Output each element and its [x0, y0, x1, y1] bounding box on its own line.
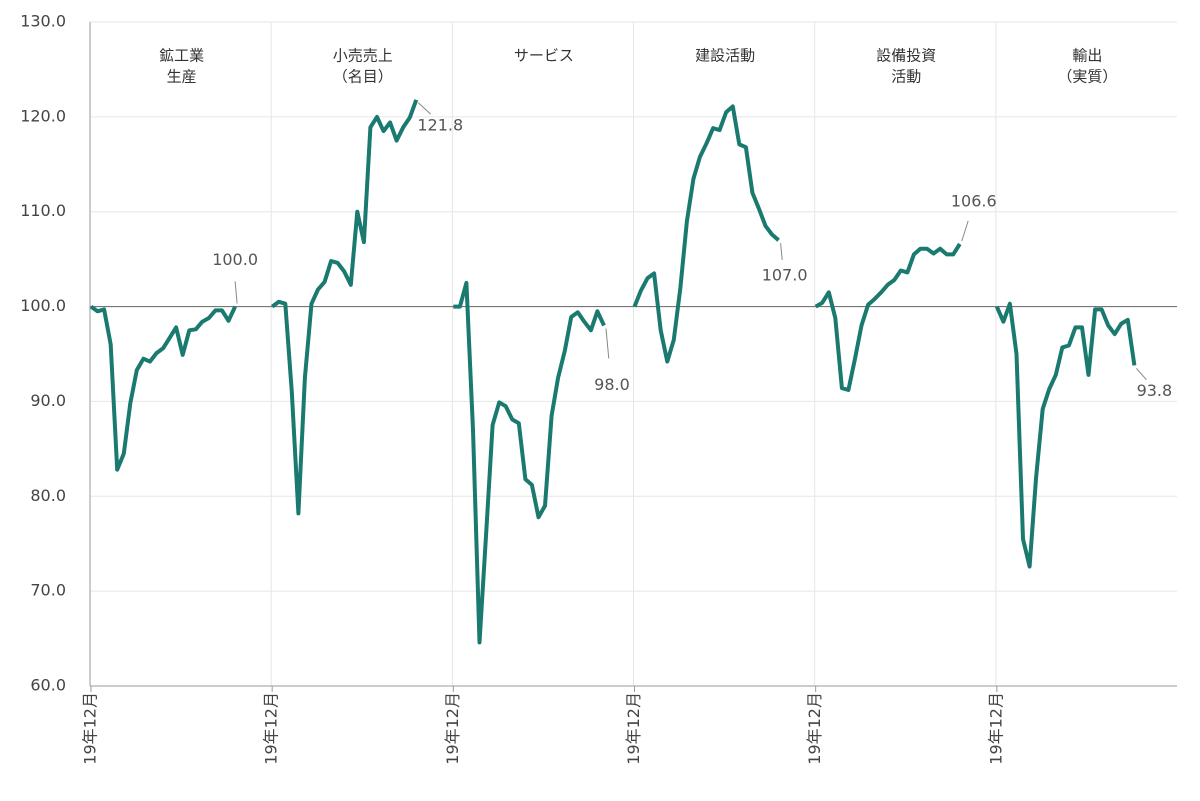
panel-label: （実質）	[1057, 68, 1117, 86]
panel-label: 鉱工業	[159, 47, 204, 65]
series-line	[814, 242, 962, 392]
leader-line	[961, 220, 969, 242]
leader-line	[234, 281, 238, 304]
leader-line	[780, 243, 783, 261]
x-tick-label: 19年12月	[262, 692, 281, 765]
panel-label: （名目）	[333, 68, 393, 86]
y-tick-label: 110.0	[20, 201, 66, 220]
end-value-label: 121.8	[417, 115, 463, 134]
panel-label: 活動	[891, 68, 921, 86]
y-tick-label: 120.0	[20, 106, 66, 125]
leader-line	[1136, 368, 1147, 381]
panel-label: 小売売上	[333, 47, 393, 65]
series-line	[89, 304, 237, 472]
panel-label: サービス	[514, 47, 574, 65]
x-tick-label: 19年12月	[624, 692, 643, 765]
series-line	[632, 104, 780, 364]
panel-label: 設備投資	[876, 47, 936, 65]
y-tick-label: 90.0	[30, 391, 66, 410]
series-line	[453, 280, 606, 645]
end-value-label: 106.6	[951, 191, 997, 210]
panel-label: 生産	[167, 68, 197, 86]
y-tick-label: 60.0	[30, 676, 66, 695]
x-tick-label: 19年12月	[805, 692, 824, 765]
end-value-label: 98.0	[594, 375, 630, 394]
leader-line	[605, 328, 610, 359]
leader-line	[417, 102, 432, 115]
y-tick-label: 70.0	[30, 581, 66, 600]
end-value-label: 107.0	[762, 266, 808, 285]
end-value-label: 100.0	[212, 250, 258, 269]
x-tick-label: 19年12月	[443, 692, 462, 765]
panel-label: 建設活動	[695, 47, 755, 65]
series-line	[994, 301, 1137, 569]
x-tick-label: 19年12月	[81, 692, 100, 765]
end-value-label: 93.8	[1137, 381, 1173, 400]
y-tick-label: 80.0	[30, 486, 66, 505]
y-tick-label: 130.0	[20, 12, 66, 31]
y-tick-label: 100.0	[20, 296, 66, 315]
series-line	[271, 99, 419, 516]
x-tick-label: 19年12月	[986, 692, 1005, 765]
panel-label: 輸出	[1072, 47, 1102, 65]
